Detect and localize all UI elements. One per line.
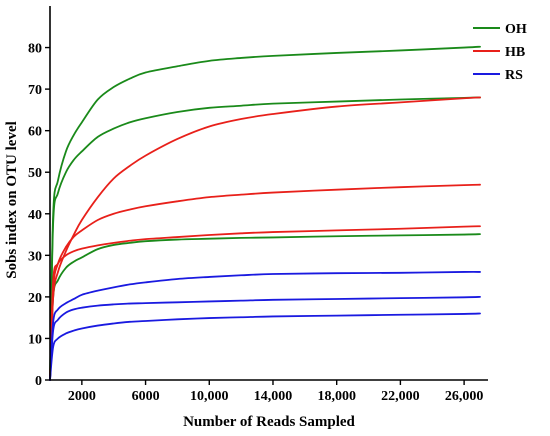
series-line-oh-1 xyxy=(49,96,481,381)
axes xyxy=(49,6,488,381)
x-ticks: 2000 6000 10,000 14,000 18,000 22,000 26,000 xyxy=(68,380,484,404)
y-tick-label: 10 xyxy=(28,332,42,347)
x-tick-label: 6000 xyxy=(132,389,160,404)
x-tick-label: 18,000 xyxy=(317,389,356,404)
series-line-rs-6 xyxy=(49,270,481,381)
legend-label-rs: RS xyxy=(505,68,523,83)
x-tick-label: 14,000 xyxy=(254,389,293,404)
legend: OH HB RS xyxy=(473,22,527,83)
x-axis-title: Number of Reads Sampled xyxy=(183,414,355,430)
series-lines xyxy=(49,45,481,381)
legend-label-oh: OH xyxy=(505,22,527,37)
x-tick-label: 22,000 xyxy=(381,389,420,404)
x-tick-label: 2000 xyxy=(68,389,96,404)
y-tick-label: 30 xyxy=(28,249,42,264)
series-line-hb-5 xyxy=(49,225,481,381)
y-tick-label: 80 xyxy=(28,42,42,57)
series-line-hb-4 xyxy=(49,183,481,381)
y-tick-label: 0 xyxy=(35,374,42,389)
y-tick-label: 50 xyxy=(28,166,42,181)
y-tick-label: 40 xyxy=(28,208,42,223)
y-tick-label: 20 xyxy=(28,291,42,306)
series-line-oh-2 xyxy=(49,233,481,381)
series-line-rs-7 xyxy=(49,295,481,381)
legend-label-hb: HB xyxy=(505,45,525,60)
series-line-oh-0 xyxy=(49,45,481,381)
series-line-hb-3 xyxy=(49,96,481,381)
y-tick-label: 60 xyxy=(28,125,42,140)
y-ticks: 0 10 20 30 40 50 60 70 80 xyxy=(28,42,50,389)
y-axis-title: Sobs index on OTU level xyxy=(4,121,20,279)
x-tick-label: 10,000 xyxy=(190,389,229,404)
x-tick-label: 26,000 xyxy=(445,389,484,404)
series-line-rs-8 xyxy=(49,312,481,381)
y-tick-label: 70 xyxy=(28,83,42,98)
